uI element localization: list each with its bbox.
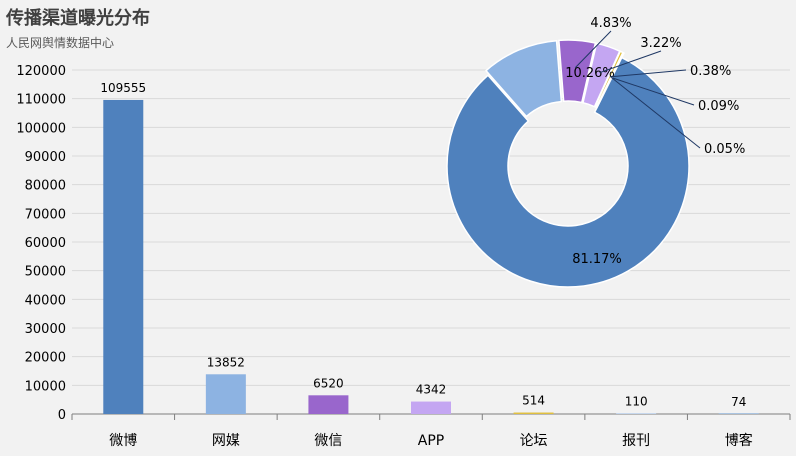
bar [718, 413, 759, 414]
x-category-label: 微信 [314, 433, 342, 449]
bar-value-label: 4342 [416, 383, 447, 397]
y-tick-label: 110000 [16, 93, 66, 108]
y-tick-label: 100000 [16, 121, 66, 136]
leader-line [611, 77, 701, 149]
x-category-label: 网媒 [212, 433, 240, 449]
y-tick-label: 70000 [25, 207, 66, 222]
bar-value-label: 109555 [100, 81, 146, 95]
y-tick-label: 50000 [25, 265, 66, 280]
bar [513, 412, 554, 414]
y-tick-label: 90000 [25, 150, 66, 165]
bar-value-label: 74 [731, 395, 746, 409]
bar-value-label: 6520 [313, 376, 344, 390]
bar [103, 99, 144, 415]
x-category-label: 报刊 [622, 433, 650, 449]
y-tick-label: 30000 [25, 322, 66, 337]
y-tick-label: 80000 [25, 179, 66, 194]
donut-slice [558, 39, 597, 104]
y-tick-label: 20000 [25, 351, 66, 366]
x-category-label: 微博 [109, 432, 137, 449]
leader-line [574, 30, 612, 69]
x-category-label: 博客 [725, 432, 753, 449]
x-category-label: APP [418, 433, 444, 449]
bar-value-label: 13852 [207, 355, 245, 369]
leader-line [611, 77, 695, 106]
donut-percent-label: 0.05% [704, 142, 745, 157]
bar [411, 401, 451, 414]
donut-percent-label: 10.26% [565, 66, 615, 81]
y-tick-label: 60000 [25, 236, 66, 251]
x-category-label: 论坛 [520, 433, 548, 449]
leader-line [599, 50, 662, 74]
donut-percent-label: 0.09% [698, 99, 739, 114]
donut-percent-label: 3.22% [640, 36, 681, 51]
y-tick-label: 0 [58, 408, 66, 423]
bar-value-label: 514 [522, 394, 545, 408]
bar [616, 413, 657, 414]
donut-percent-label: 0.38% [690, 64, 731, 79]
bar [308, 395, 349, 414]
donut-slice [484, 39, 563, 118]
donut-slice [446, 56, 690, 288]
donut-percent-label: 4.83% [590, 16, 631, 31]
bar-value-label: 110 [625, 395, 648, 409]
bar [205, 374, 246, 414]
donut-percent-label: 81.17% [572, 252, 622, 267]
y-tick-label: 40000 [25, 293, 66, 308]
y-tick-label: 10000 [25, 379, 66, 394]
chart-subtitle: 人民网舆情数据中心 [6, 36, 115, 50]
y-tick-label: 120000 [16, 64, 66, 79]
leader-line [609, 69, 687, 78]
chart-title: 传播渠道曝光分布 [6, 8, 150, 29]
